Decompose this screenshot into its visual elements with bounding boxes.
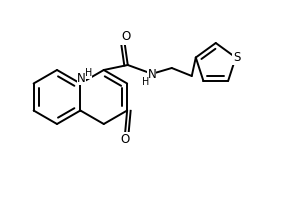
Text: N: N: [147, 68, 156, 80]
Text: H: H: [142, 77, 149, 87]
Text: O: O: [121, 30, 130, 44]
Text: O: O: [121, 133, 130, 146]
Text: H: H: [85, 68, 92, 78]
Text: S: S: [233, 51, 240, 64]
Text: N: N: [77, 72, 86, 85]
